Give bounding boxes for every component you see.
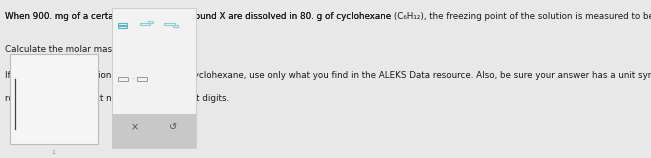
Text: ↺: ↺: [169, 122, 178, 132]
Bar: [165, 23, 174, 25]
Bar: [118, 77, 128, 81]
Bar: [148, 21, 154, 23]
Text: When 900. mg of a certain molecular compound X are dissolved in 80. g of cyclohe: When 900. mg of a certain molecular comp…: [5, 12, 651, 21]
Bar: [10, 54, 98, 144]
Bar: [118, 26, 127, 28]
Bar: [173, 25, 178, 27]
Bar: [137, 77, 146, 81]
Bar: [113, 114, 196, 148]
Text: 1: 1: [52, 150, 55, 155]
Text: When 900. mg of a certain molecular compound X are dissolved in 80. g of cyclohe: When 900. mg of a certain molecular comp…: [5, 12, 393, 21]
Bar: [139, 23, 150, 25]
Text: Calculate the molar mass of X.: Calculate the molar mass of X.: [5, 45, 139, 54]
Text: If you need any additional information on cyclohexane, use only what you find in: If you need any additional information o…: [5, 71, 651, 80]
Text: ·: ·: [132, 76, 133, 82]
Bar: [113, 8, 196, 148]
Bar: [118, 23, 127, 25]
Text: rounded to the correct number of significant digits.: rounded to the correct number of signifi…: [5, 94, 229, 103]
Text: ×: ×: [131, 122, 139, 132]
